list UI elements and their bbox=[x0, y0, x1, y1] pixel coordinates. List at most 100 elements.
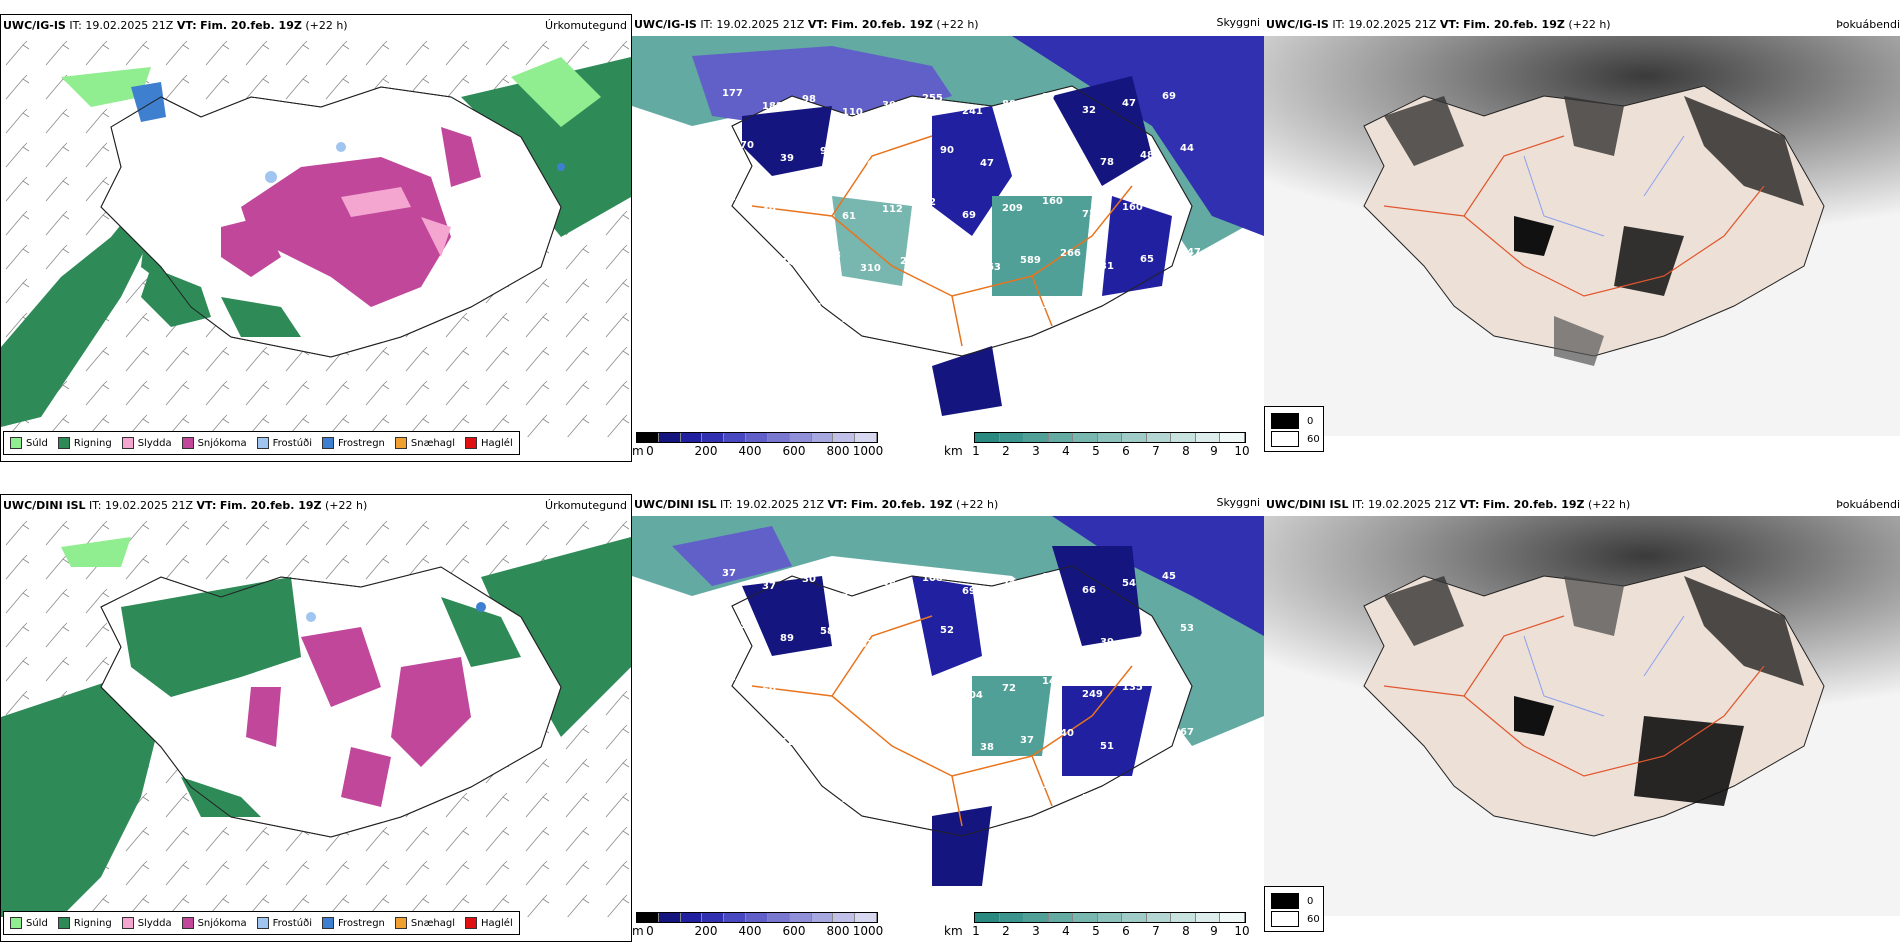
value-label: 72 bbox=[722, 672, 736, 683]
swatch bbox=[1271, 413, 1299, 429]
height-tick: 0 bbox=[646, 444, 654, 458]
value-label: 48 bbox=[1140, 150, 1154, 161]
value-label: 55 bbox=[802, 782, 816, 793]
colorbar-segment bbox=[789, 433, 812, 442]
colorbar-segment bbox=[1024, 433, 1049, 442]
value-label: 81 bbox=[762, 789, 776, 800]
vis-bar-gradient bbox=[974, 912, 1246, 923]
colorbar-segment bbox=[833, 433, 856, 442]
value-label: 69 bbox=[802, 678, 816, 689]
value-label: 43 bbox=[842, 315, 856, 326]
value-label: 89 bbox=[1162, 195, 1176, 206]
value-label: 48 bbox=[1060, 624, 1074, 635]
value-label: 90 bbox=[940, 145, 954, 156]
colorbar-segment bbox=[1073, 433, 1098, 442]
vis-bar-unit: km bbox=[944, 444, 963, 458]
value-label: 47 bbox=[980, 158, 994, 169]
top-fog-title: Þokuábendi bbox=[1836, 18, 1900, 31]
height-tick: 200 bbox=[694, 924, 718, 938]
value-label: 45 bbox=[1162, 571, 1176, 582]
value-label: 169 bbox=[762, 309, 783, 320]
swatch bbox=[322, 917, 334, 929]
value-label: 177 bbox=[722, 88, 743, 99]
top-precip-panel: UWC/IG-IS IT: 19.02.2025 21Z VT: Fim. 20… bbox=[0, 14, 632, 462]
bottom-vis-header: UWC/DINI ISL IT: 19.02.2025 21Z VT: Fim.… bbox=[634, 498, 999, 511]
vis-bar-unit: km bbox=[944, 924, 963, 938]
value-label: 112 bbox=[882, 204, 903, 215]
value-label: 263 bbox=[980, 262, 1001, 273]
vis-tick: 4 bbox=[1062, 924, 1070, 938]
value-label: 128 bbox=[1122, 306, 1143, 317]
value-label: 145 bbox=[740, 244, 761, 255]
top-precip-title: Úrkomutegund bbox=[545, 19, 627, 32]
colorbar-segment bbox=[1171, 913, 1196, 922]
value-label: 51 bbox=[1020, 151, 1034, 162]
value-label: 69 bbox=[900, 152, 914, 163]
bottom-precip-header: UWC/DINI ISL IT: 19.02.2025 21Z VT: Fim.… bbox=[3, 499, 368, 512]
top-vis-panel: UWC/IG-IS IT: 19.02.2025 21Z VT: Fim. 20… bbox=[632, 14, 1264, 462]
value-label: 69 bbox=[962, 586, 976, 597]
legend-item-snaehagl: Snæhagl bbox=[394, 437, 455, 449]
top-vis-title: Skyggni bbox=[1216, 16, 1260, 29]
fog-legend-item: 0 bbox=[1271, 413, 1313, 429]
colorbar-segment bbox=[855, 433, 877, 442]
value-label: 290 bbox=[882, 684, 903, 695]
height-tick: 800 bbox=[826, 444, 850, 458]
value-label: 61 bbox=[842, 211, 856, 222]
value-label: 36 bbox=[882, 580, 896, 591]
legend-item-frostudi: Frostúði bbox=[256, 437, 312, 449]
swatch bbox=[1271, 911, 1299, 927]
value-label: 55 bbox=[842, 587, 856, 598]
colorbar-segment bbox=[1048, 433, 1074, 442]
bottom-fog-panel: UWC/DINI ISL IT: 19.02.2025 21Z VT: Fim.… bbox=[1264, 494, 1900, 942]
value-label: 33 bbox=[1042, 300, 1056, 311]
value-label: 321 bbox=[780, 361, 801, 372]
legend-item-haglel: Haglél bbox=[465, 917, 513, 929]
legend-item-frostudi: Frostúði bbox=[256, 917, 312, 929]
value-label: 72 bbox=[1002, 579, 1016, 590]
colorbar-segment bbox=[1073, 913, 1098, 922]
swatch bbox=[57, 437, 70, 449]
top-vis-header: UWC/IG-IS IT: 19.02.2025 21Z VT: Fim. 20… bbox=[634, 18, 979, 31]
value-label: 46 bbox=[802, 198, 816, 209]
colorbar-segment bbox=[1195, 433, 1221, 442]
colorbar-segment bbox=[767, 913, 790, 922]
swatch bbox=[394, 917, 407, 929]
vis-tick: 2 bbox=[1002, 924, 1010, 938]
swatch bbox=[465, 437, 478, 449]
vis-tick: 7 bbox=[1152, 924, 1160, 938]
height-tick: 1000 bbox=[852, 444, 884, 458]
colorbar-segment bbox=[975, 433, 1000, 442]
swatch bbox=[181, 437, 194, 449]
value-label: 147 bbox=[1180, 247, 1201, 258]
value-label: 79 bbox=[922, 781, 936, 792]
bottom-precip-title: Úrkomutegund bbox=[545, 499, 627, 512]
legend-item-sudl: Súld bbox=[10, 437, 48, 449]
value-label: 39 bbox=[780, 153, 794, 164]
value-label: 52 bbox=[922, 197, 936, 208]
legend-item-sudl: Súld bbox=[10, 917, 48, 929]
colorbar-segment bbox=[1146, 913, 1172, 922]
swatch bbox=[181, 917, 194, 929]
value-label: 135 bbox=[1122, 682, 1143, 693]
value-label: 628 bbox=[820, 354, 841, 365]
value-label: 43 bbox=[1140, 630, 1154, 641]
value-label: 160 bbox=[1122, 202, 1143, 213]
value-label: 93 bbox=[860, 743, 874, 754]
colorbar-segment bbox=[724, 433, 747, 442]
legend-item-haglel: Haglél bbox=[465, 437, 513, 449]
legend-item-frostregn: Frostregn bbox=[322, 917, 385, 929]
vis-tick: 5 bbox=[1092, 444, 1100, 458]
colorbar-segment bbox=[999, 913, 1025, 922]
bottom-height-colorbar: m 0 200 400 600 800 1000 bbox=[632, 910, 883, 938]
height-tick: 200 bbox=[694, 444, 718, 458]
colorbar-segment bbox=[999, 433, 1025, 442]
top-vis-colorbar: km 1 2 3 4 5 6 7 8 9 10 bbox=[944, 430, 1254, 458]
top-vis-map: 177 188 98 110 308 255 241 88 37 32 47 69 70 39 90 76 69… bbox=[632, 36, 1264, 428]
top-precip-legend: Súld Rigning Slydda Snjókoma Frostúði Fr… bbox=[3, 431, 520, 455]
value-label: 42 bbox=[1140, 734, 1154, 745]
bottom-fog-title: Þokuábendi bbox=[1836, 498, 1900, 511]
colorbar-segment bbox=[746, 913, 768, 922]
vis-tick: 9 bbox=[1210, 924, 1218, 938]
colorbar-segment bbox=[833, 913, 856, 922]
